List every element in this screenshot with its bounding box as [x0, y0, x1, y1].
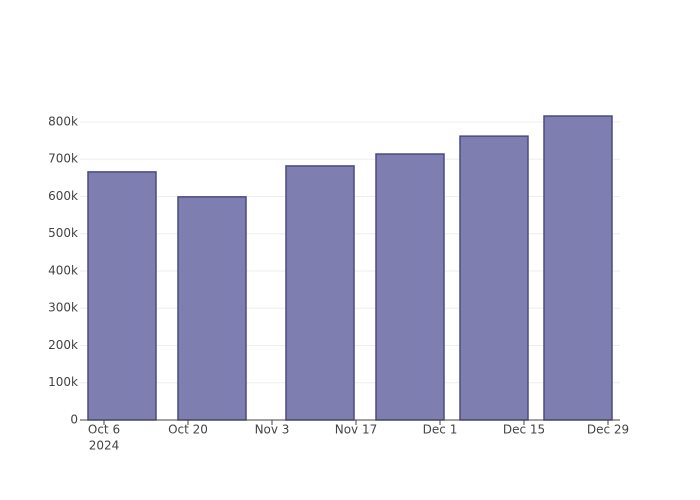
x-tick-label: Nov 17: [335, 423, 378, 437]
y-tick-label: 500k: [48, 226, 78, 240]
x-year-label: 2024: [89, 439, 120, 453]
x-tick-label: Dec 1: [423, 423, 458, 437]
y-tick-label: 100k: [48, 375, 78, 389]
x-tick-label: Dec 29: [587, 423, 629, 437]
bar: [375, 153, 445, 421]
y-tick-label: 700k: [48, 152, 78, 166]
y-tick-label: 0: [70, 413, 78, 427]
bar: [543, 115, 613, 421]
y-tick-label: 200k: [48, 338, 78, 352]
y-tick-label: 600k: [48, 189, 78, 203]
x-tick-label: Oct 6: [88, 423, 120, 437]
bar: [459, 135, 529, 421]
y-tick-label: 400k: [48, 263, 78, 277]
bar: [87, 171, 157, 421]
bar: [285, 165, 355, 421]
x-tick-label: Oct 20: [168, 423, 208, 437]
x-tick-label: Dec 15: [503, 423, 545, 437]
x-tick-label: Nov 3: [255, 423, 290, 437]
y-tick-label: 300k: [48, 301, 78, 315]
bar: [177, 196, 247, 421]
y-tick-label: 800k: [48, 114, 78, 128]
